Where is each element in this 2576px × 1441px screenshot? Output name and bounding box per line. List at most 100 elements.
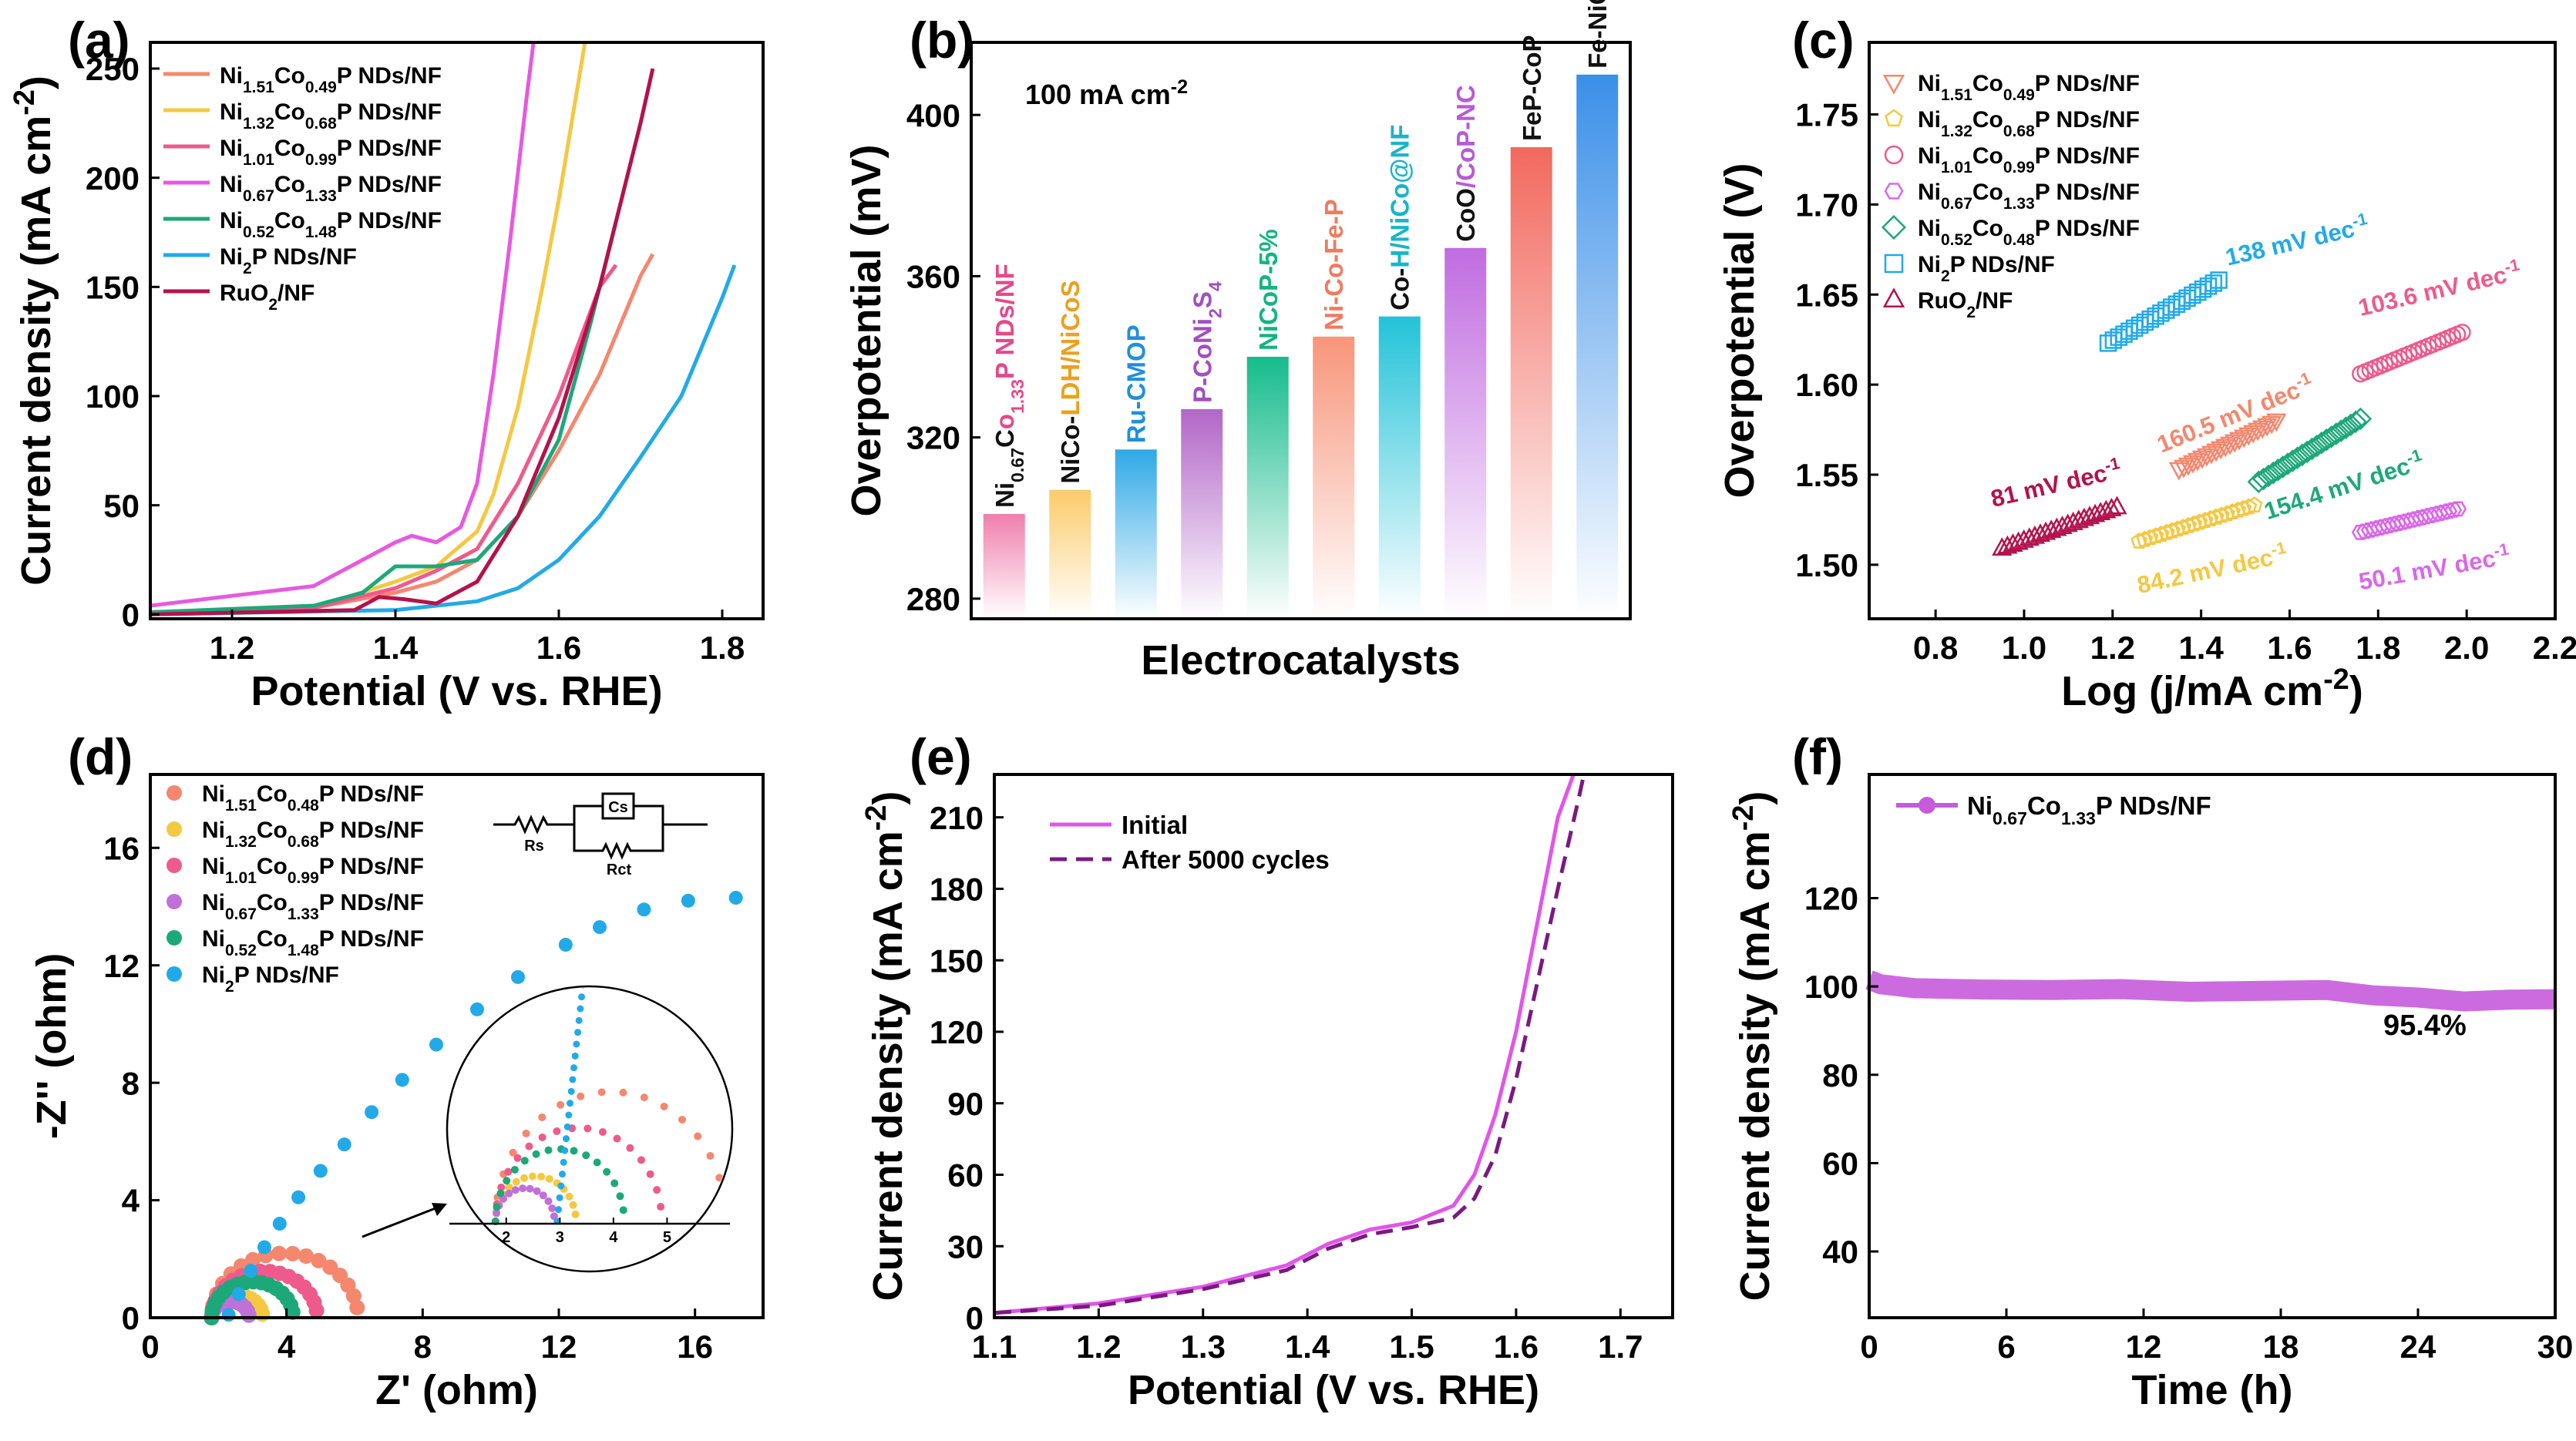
x-tick-label: 0.8 — [1913, 630, 1958, 666]
inset-point — [522, 1129, 530, 1137]
inset-plot — [491, 922, 729, 1225]
tafel-point — [2245, 496, 2263, 513]
x-tick-label: 1.6 — [2267, 630, 2312, 666]
tafel-point — [2169, 520, 2186, 537]
tafel-point — [2295, 440, 2319, 464]
tafel-point — [2152, 304, 2170, 322]
circuit-label: Cs — [608, 799, 628, 816]
tafel-point — [2329, 419, 2352, 442]
x-tick-label: 12 — [2126, 1328, 2162, 1365]
x-tick-label: 2.0 — [2444, 630, 2489, 666]
bar — [1313, 336, 1355, 619]
y-tick-label: 1.75 — [1795, 97, 1858, 133]
x-tick-label: 1.2 — [1076, 1328, 1121, 1365]
bar-label: P-CoNi2S4 — [1188, 281, 1225, 403]
x-tick-label: 1.6 — [1494, 1328, 1539, 1365]
slope-annotation: 84.2 mV dec-1 — [2134, 537, 2290, 599]
inset-point — [525, 1142, 533, 1150]
inset-point — [503, 1177, 511, 1185]
tafel-point — [1884, 254, 1904, 274]
eis-point — [511, 969, 525, 984]
plot-frame — [1868, 41, 2557, 620]
bar — [983, 514, 1025, 619]
inset-point — [557, 1100, 565, 1109]
x-axis-title: Log (j/mA cm-2) — [2061, 663, 2363, 714]
panel-label: (f) — [1792, 728, 1843, 785]
plot-frame — [149, 773, 765, 1319]
inset-tick-label: 3 — [556, 1229, 564, 1246]
tafel-point — [2157, 523, 2175, 540]
x-tick-label: 2.2 — [2533, 630, 2576, 666]
y-tick-label: 100 — [1804, 969, 1858, 1005]
tafel-point — [2319, 425, 2343, 448]
eis-point — [271, 1245, 288, 1261]
x-tick-label: 4 — [277, 1328, 296, 1365]
plot-frame — [993, 773, 1674, 1319]
inset-point — [626, 1144, 634, 1152]
eis-point — [298, 1248, 314, 1265]
y-tick-label: 0 — [966, 1300, 984, 1336]
eis-point — [345, 1288, 362, 1304]
inset-point — [570, 1064, 578, 1072]
inset-point — [544, 1146, 553, 1154]
legend-label: Ni1.01Co0.99P NDs/NF — [202, 854, 424, 887]
inset-point — [561, 1147, 569, 1154]
y-tick-label: 16 — [103, 830, 140, 866]
tafel-point — [2243, 425, 2264, 444]
x-tick-label: 1.4 — [373, 630, 419, 666]
tafel-point — [2212, 506, 2230, 523]
y-tick-label: 60 — [947, 1157, 984, 1194]
inset-point — [553, 1127, 561, 1136]
inset-point — [511, 1186, 520, 1194]
inset-point — [538, 1133, 546, 1141]
inset-point — [565, 1192, 573, 1201]
inset-point — [577, 1005, 584, 1013]
inset-point — [548, 1204, 557, 1213]
inset-point — [586, 922, 593, 929]
inset-point — [582, 958, 589, 965]
panel-a: 1.2 1.4 1.6 1.8 0 50 100 150 200 250 Potential (V … — [8, 12, 765, 714]
tafel-point — [2300, 437, 2324, 461]
plot-frame — [1868, 773, 2557, 1319]
inset-point — [715, 1174, 724, 1182]
inset-point — [598, 1128, 607, 1137]
tafel-point — [2182, 455, 2204, 474]
legend-swatch — [166, 966, 182, 982]
panel-label: (c) — [1792, 12, 1855, 69]
y-tick-label: 360 — [906, 259, 960, 295]
tafel-point — [2204, 274, 2223, 292]
bar-label: Ni-Co-Fe-P — [1320, 199, 1348, 330]
eis-point — [244, 1264, 258, 1278]
inset-point — [563, 1135, 570, 1143]
tafel-point — [2276, 452, 2299, 475]
lsv-curve — [150, 68, 655, 616]
bar-label: Co-H/NiCo@NF — [1386, 125, 1414, 311]
tafel-point — [2191, 450, 2213, 469]
lsv-curve — [150, 42, 536, 608]
tafel-point — [2136, 530, 2154, 547]
inset-point — [520, 1174, 528, 1182]
x-tick-label: 1.8 — [2356, 630, 2400, 666]
eis-point — [240, 1307, 257, 1323]
legend-label: Ni1.01Co0.99P NDs/NF — [1918, 143, 2140, 176]
inset-point — [694, 1132, 702, 1140]
tafel-point — [2234, 429, 2255, 448]
tafel-point — [2291, 443, 2314, 467]
bar — [1181, 409, 1223, 619]
y-tick-label: 50 — [103, 488, 140, 524]
eis-point — [291, 1190, 306, 1204]
inset-point — [583, 946, 590, 953]
plot-frame — [149, 41, 765, 620]
circuit-cs-box — [601, 792, 635, 820]
inset-point — [493, 1203, 501, 1211]
inset-point — [577, 1092, 585, 1100]
legend-label: Ni2P NDs/NF — [202, 962, 339, 996]
eis-point — [337, 1137, 351, 1152]
inset-point — [496, 1189, 505, 1197]
inset-point — [646, 1170, 654, 1178]
tafel-point — [2339, 413, 2362, 437]
tafel-point — [2310, 431, 2333, 455]
circuit-label: Rs — [524, 838, 544, 855]
inset-point — [565, 1111, 573, 1119]
y-tick-label: 1.65 — [1795, 277, 1858, 313]
